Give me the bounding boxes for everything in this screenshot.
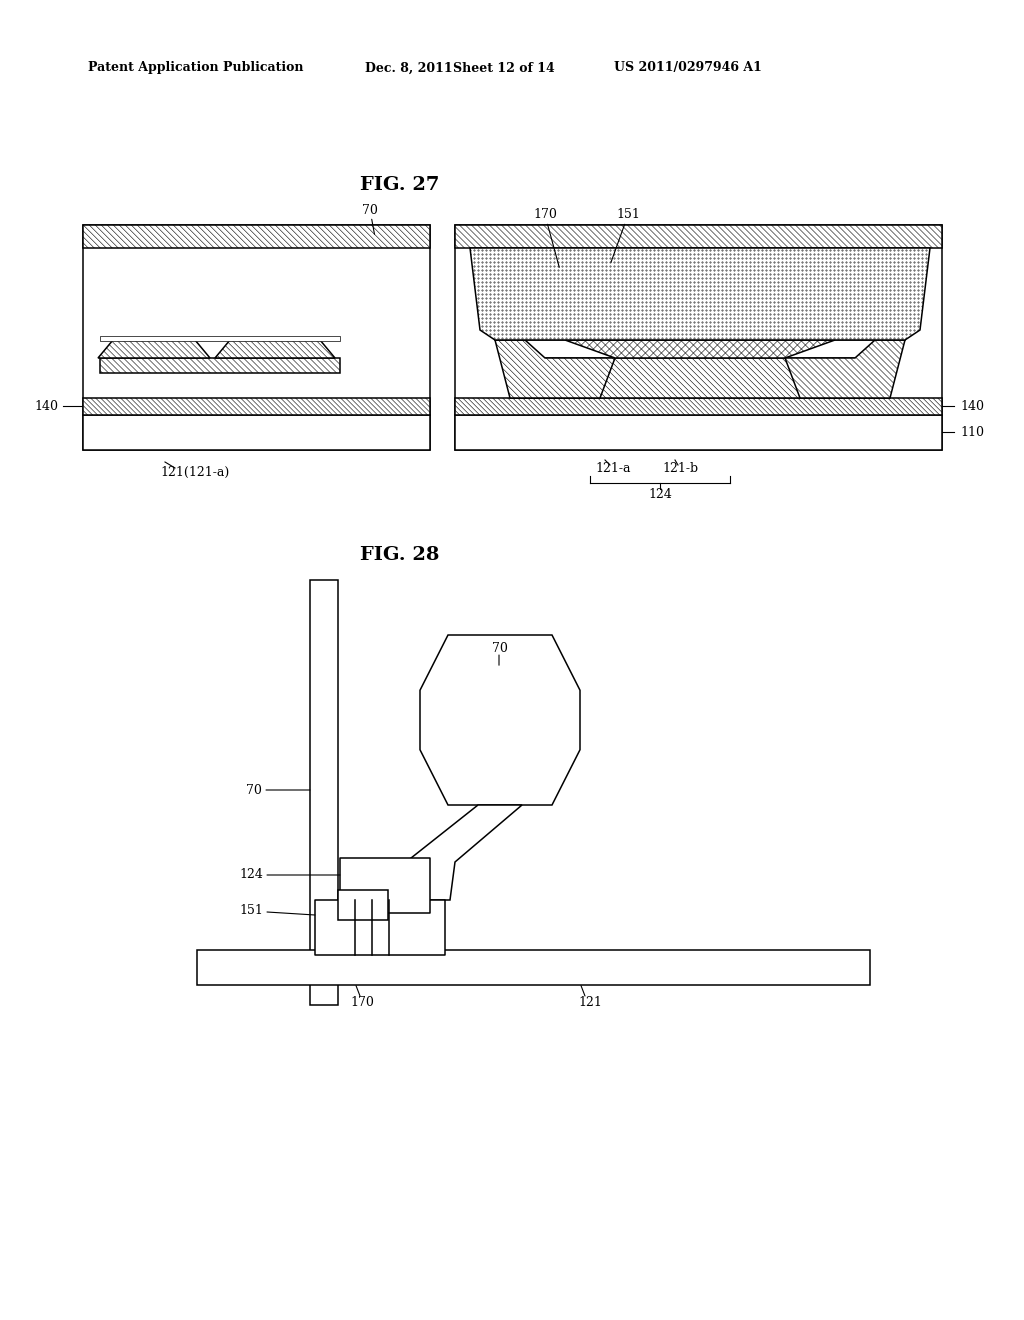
Bar	[83, 414, 430, 450]
Text: 151: 151	[611, 209, 640, 263]
Text: 140: 140	[961, 400, 984, 412]
Text: 70: 70	[362, 203, 378, 234]
Bar	[338, 890, 388, 920]
Bar	[83, 399, 430, 414]
Polygon shape	[420, 635, 580, 805]
Text: Dec. 8, 2011: Dec. 8, 2011	[365, 62, 453, 74]
Text: 140: 140	[34, 400, 58, 412]
Text: 121: 121	[579, 997, 602, 1010]
Text: 170: 170	[534, 209, 559, 268]
Bar	[310, 579, 338, 1005]
Text: US 2011/0297946 A1: US 2011/0297946 A1	[614, 62, 762, 74]
Bar	[315, 900, 445, 954]
Bar	[100, 337, 340, 341]
Polygon shape	[565, 341, 835, 358]
Bar	[455, 224, 942, 248]
Polygon shape	[495, 341, 615, 399]
Bar	[83, 224, 430, 450]
Polygon shape	[470, 248, 930, 341]
Bar	[197, 950, 870, 985]
Text: 70: 70	[493, 642, 508, 655]
Bar	[340, 858, 430, 913]
Bar	[100, 358, 340, 374]
Text: 121-a: 121-a	[595, 462, 631, 474]
Text: 70: 70	[246, 784, 262, 796]
Polygon shape	[490, 330, 910, 341]
Polygon shape	[215, 341, 335, 358]
Text: 124: 124	[648, 488, 672, 502]
Text: 121(121-a): 121(121-a)	[161, 466, 229, 479]
Bar	[455, 399, 942, 414]
Text: FIG. 27: FIG. 27	[360, 176, 439, 194]
Text: 124: 124	[240, 869, 263, 882]
Text: 110: 110	[961, 425, 984, 438]
Polygon shape	[510, 358, 890, 399]
Text: 121-b: 121-b	[662, 462, 698, 474]
Text: Patent Application Publication: Patent Application Publication	[88, 62, 303, 74]
Polygon shape	[98, 341, 210, 358]
Bar	[455, 224, 942, 450]
Text: 170: 170	[350, 997, 374, 1010]
Polygon shape	[785, 341, 905, 399]
Bar	[455, 414, 942, 450]
Text: 151: 151	[240, 903, 263, 916]
Bar	[83, 224, 430, 248]
Polygon shape	[388, 805, 522, 900]
Text: FIG. 28: FIG. 28	[360, 546, 439, 564]
Text: Sheet 12 of 14: Sheet 12 of 14	[453, 62, 555, 74]
